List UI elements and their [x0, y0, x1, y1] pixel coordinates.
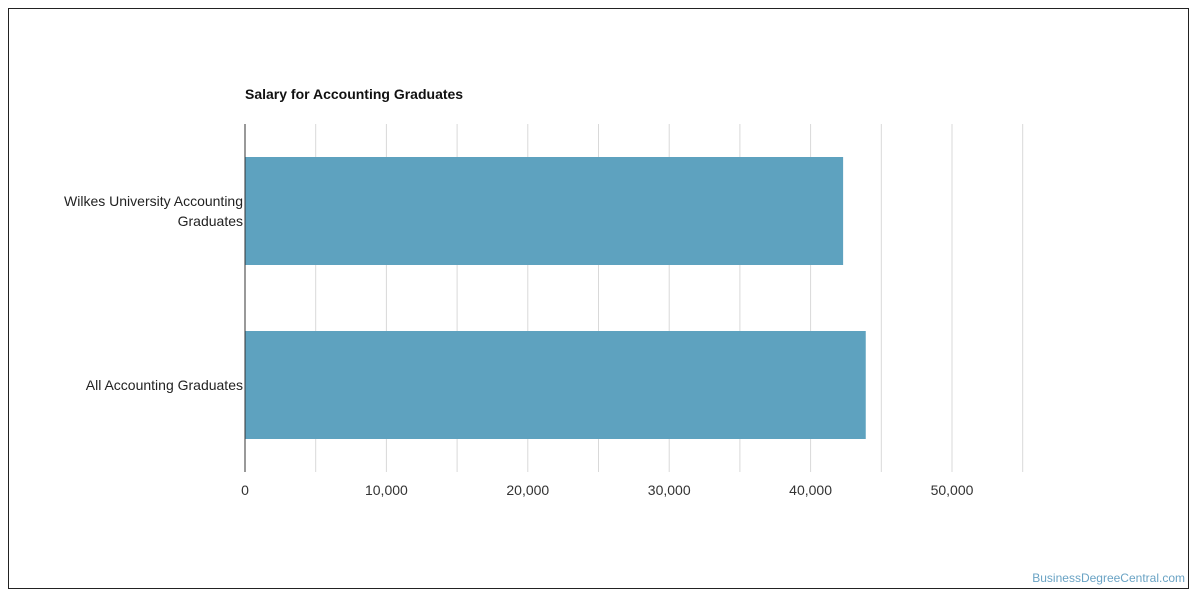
x-tick-label: 30,000: [648, 482, 691, 498]
watermark-link[interactable]: BusinessDegreeCentral.com: [1032, 571, 1185, 585]
category-label: Graduates: [178, 213, 243, 229]
x-tick-label: 0: [241, 482, 249, 498]
x-tick-label: 10,000: [365, 482, 408, 498]
bar: [245, 157, 844, 265]
bar: [245, 331, 866, 439]
x-tick-label: 20,000: [506, 482, 549, 498]
category-label: All Accounting Graduates: [86, 377, 243, 393]
category-label: Wilkes University Accounting: [64, 193, 243, 209]
chart-title: Salary for Accounting Graduates: [245, 86, 464, 102]
x-tick-label: 40,000: [789, 482, 832, 498]
x-tick-label: 50,000: [931, 482, 974, 498]
